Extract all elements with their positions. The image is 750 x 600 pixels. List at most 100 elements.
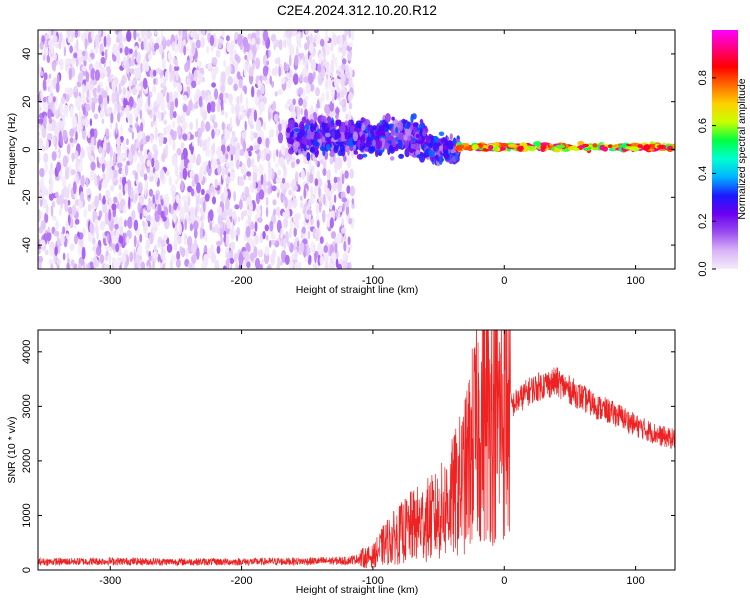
heatmap-cell <box>87 132 91 139</box>
heatmap-cell <box>253 109 258 122</box>
heatmap-cell <box>100 56 106 65</box>
heatmap-cell <box>320 115 327 123</box>
heatmap-cell <box>225 35 230 42</box>
heatmap-cell <box>283 237 287 250</box>
heatmap-cell <box>361 153 368 158</box>
heatmap-cell <box>133 187 139 199</box>
heatmap-cell <box>361 123 366 131</box>
heatmap-cell <box>255 30 260 38</box>
heatmap-cell <box>269 75 273 85</box>
heatmap-cell <box>160 210 165 219</box>
heatmap-cell <box>331 130 336 138</box>
heatmap-cell <box>412 122 419 127</box>
heatmap-cell <box>216 103 221 113</box>
heatmap-cell <box>213 88 219 100</box>
heatmap-cell <box>284 182 290 190</box>
heatmap-cell <box>62 226 66 235</box>
heatmap-cell <box>169 71 173 83</box>
heatmap-cell <box>133 248 136 262</box>
heatmap-cell <box>628 146 639 151</box>
heatmap-cell <box>245 226 251 238</box>
heatmap-cell <box>84 116 89 128</box>
heatmap-cell <box>81 55 84 63</box>
heatmap-cell <box>210 252 217 264</box>
heatmap-cell <box>244 120 247 131</box>
heatmap-cell <box>292 98 296 106</box>
heatmap-cell <box>205 148 211 157</box>
heatmap-cell <box>262 30 269 42</box>
heatmap-cell <box>294 261 300 269</box>
heatmap-cell <box>216 206 223 216</box>
heatmap-cell <box>324 78 329 90</box>
heatmap-cell <box>312 263 318 269</box>
heatmap-cell <box>455 151 459 161</box>
heatmap-cell <box>58 208 62 216</box>
heatmap-cell <box>210 44 214 52</box>
snr-y-axis-label: SNR (10 * v/v) <box>6 416 18 483</box>
heatmap-cell <box>55 109 59 118</box>
heatmap-cell <box>146 31 153 38</box>
heatmap-cell <box>211 158 218 170</box>
heatmap-cell <box>128 127 133 133</box>
heatmap-cell <box>144 183 147 196</box>
snr-x-ticks: -300 -200 -100 0 100 <box>99 330 645 587</box>
heatmap-cell <box>445 141 453 149</box>
heatmap-cell <box>129 48 133 54</box>
heatmap-cell <box>319 38 325 47</box>
heatmap-cell <box>175 194 180 204</box>
heatmap-cell <box>255 234 259 245</box>
heatmap-cell <box>152 50 156 56</box>
heatmap-cell <box>318 200 322 213</box>
heatmap-cell <box>395 126 399 134</box>
heatmap-cell <box>245 242 251 253</box>
heatmap-cell <box>103 35 107 48</box>
heatmap-cell <box>434 154 438 160</box>
y-tick-label: 2000 <box>21 449 33 473</box>
heatmap-cell <box>98 94 103 105</box>
heatmap-cell <box>318 151 322 159</box>
heatmap-cell <box>89 79 95 85</box>
heatmap-cell <box>340 74 344 87</box>
heatmap-cell <box>52 77 57 90</box>
heatmap-cell <box>263 186 268 194</box>
heatmap-cell <box>187 196 191 207</box>
x-tick-label: -100 <box>362 275 384 287</box>
heatmap-cell <box>577 140 585 146</box>
heatmap-cell <box>412 127 418 133</box>
heatmap-cell <box>326 116 332 126</box>
heatmap-cell <box>154 127 158 140</box>
heatmap-cell <box>284 102 289 110</box>
heatmap-cell <box>73 52 78 59</box>
heatmap-cell <box>78 123 83 132</box>
heatmap-cell <box>277 56 281 66</box>
heatmap-cell <box>315 132 321 140</box>
heatmap-cell <box>248 150 252 157</box>
heatmap-cell <box>137 32 140 38</box>
heatmap-cell <box>199 226 203 240</box>
heatmap-cell <box>269 240 272 248</box>
heatmap-cell <box>349 185 355 197</box>
heatmap-cell <box>331 252 337 262</box>
heatmap-cell <box>124 219 127 228</box>
heatmap-cell <box>184 217 188 231</box>
heatmap-cell <box>244 150 249 160</box>
heatmap-cell <box>81 50 86 57</box>
heatmap-cell <box>296 135 302 140</box>
heatmap-cell <box>134 262 138 269</box>
heatmap-cell <box>198 170 204 182</box>
heatmap-cell <box>219 150 224 163</box>
heatmap-cell <box>343 233 347 241</box>
heatmap-cell <box>71 204 77 216</box>
heatmap-cell <box>385 113 391 123</box>
heatmap-cell <box>67 36 73 44</box>
heatmap-cell <box>599 144 606 151</box>
heatmap-cell <box>187 132 191 140</box>
heatmap-cell <box>308 198 312 208</box>
heatmap-cell <box>52 35 58 44</box>
heatmap-cell <box>44 249 49 256</box>
heatmap-cell <box>99 254 105 264</box>
x-tick-label: -300 <box>99 575 121 587</box>
heatmap-cell <box>365 140 371 148</box>
heatmap-cell <box>133 235 137 248</box>
heatmap-cell <box>165 144 169 157</box>
